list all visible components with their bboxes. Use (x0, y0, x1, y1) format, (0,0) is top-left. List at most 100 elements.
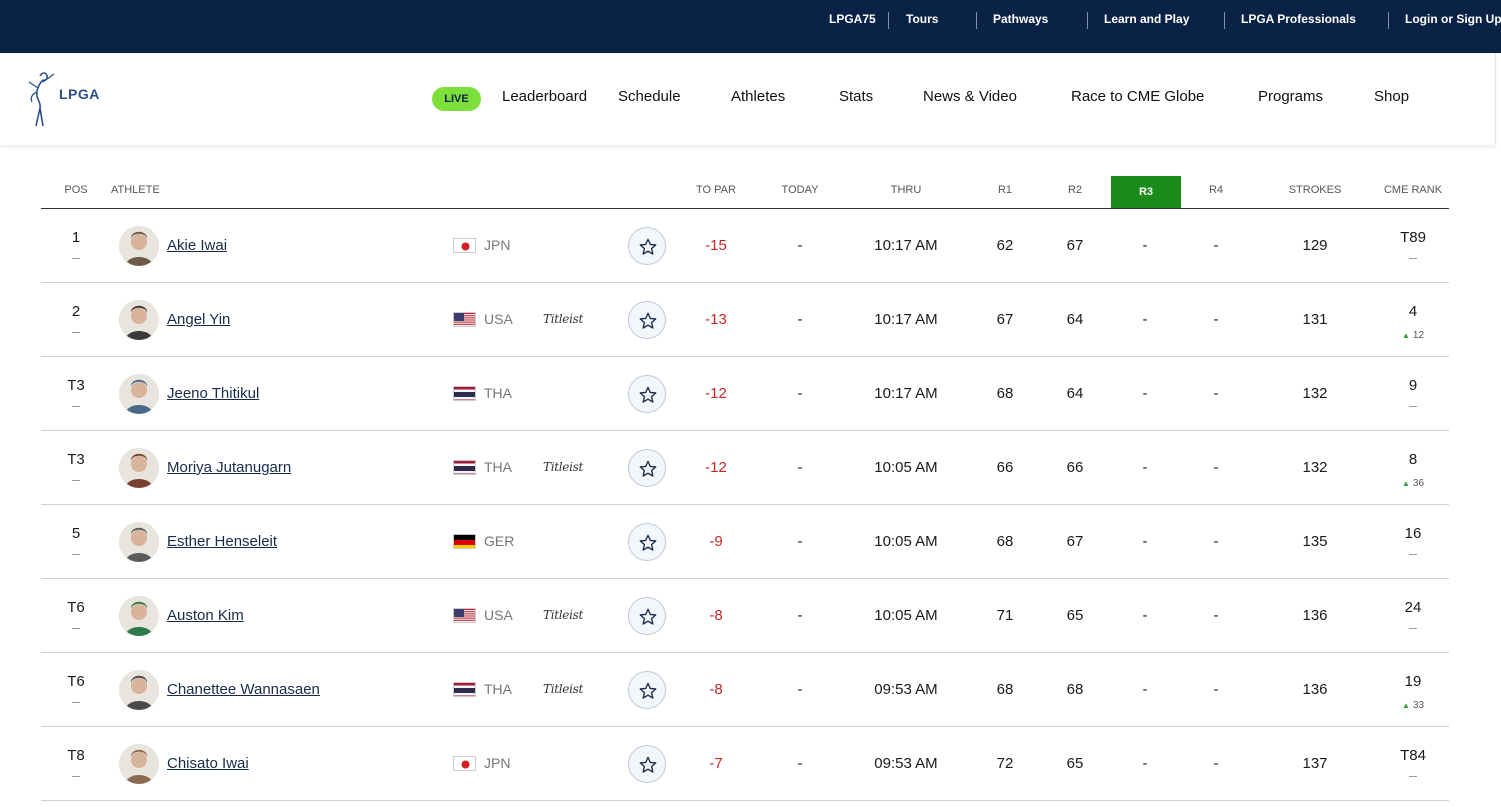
favorite-star-button[interactable] (628, 597, 666, 635)
leaderboard-row[interactable]: 1 Akie Iwai JPN -15 - 10:17 AM 62 67 - - 129 T89 (41, 209, 1449, 283)
cme-rank: 9 (1408, 377, 1418, 394)
leaderboard-row[interactable]: T6 Auston Kim USA Titleist -8 - 10:05 AM 71 65 - -… (41, 579, 1449, 653)
country-code: JPN (484, 237, 511, 253)
round-3-score: - (1142, 385, 1148, 402)
nav-schedule[interactable]: Schedule (618, 88, 681, 105)
athlete-avatar[interactable] (119, 300, 159, 340)
position-move-indicator (72, 554, 80, 555)
athlete-avatar[interactable] (119, 596, 159, 636)
total-strokes: 129 (1302, 237, 1328, 254)
athlete-avatar[interactable] (119, 744, 159, 784)
top-link-divider (976, 12, 977, 29)
favorite-star-button[interactable] (628, 301, 666, 339)
nav-athletes[interactable]: Athletes (731, 88, 786, 105)
leaderboard-row[interactable]: T3 Jeeno Thitikul THA -12 - 10:17 AM 68 64 - - 132… (41, 357, 1449, 431)
favorite-star-button[interactable] (628, 523, 666, 561)
favorite-star-button[interactable] (628, 449, 666, 487)
today-score: - (797, 755, 803, 772)
login-signup-link[interactable]: Login or Sign Up (1405, 12, 1501, 26)
athlete-name-link[interactable]: Chisato Iwai (167, 755, 249, 772)
favorite-star-button[interactable] (628, 375, 666, 413)
leaderboard-row[interactable]: 5 Esther Henseleit GER -9 - 10:05 AM 68 67 - - 135… (41, 505, 1449, 579)
col-header-strokes[interactable]: STROKES (1288, 184, 1342, 196)
nav-race-to-cme-globe[interactable]: Race to CME Globe (1071, 88, 1205, 105)
col-header-cme-rank[interactable]: CME RANK (1383, 184, 1443, 196)
logo-text: LPGA (59, 86, 100, 102)
top-link-pathways[interactable]: Pathways (993, 12, 1049, 26)
today-score: - (797, 533, 803, 550)
athlete-name-link[interactable]: Moriya Jutanugarn (167, 459, 292, 476)
top-link-divider (888, 12, 889, 29)
col-header-r3-active[interactable]: R3 (1111, 176, 1181, 208)
nav-stats[interactable]: Stats (839, 88, 874, 105)
favorite-star-button[interactable] (628, 745, 666, 783)
col-header-r2[interactable]: R2 (1067, 184, 1083, 196)
round-2-score: 64 (1066, 311, 1084, 328)
cme-rank-unchanged-indicator (1409, 258, 1417, 259)
today-score: - (797, 237, 803, 254)
athlete-name-link[interactable]: Esther Henseleit (167, 533, 278, 550)
leaderboard-row[interactable]: 2 Angel Yin USA Titleist -13 - 10:17 AM 67 64 - - 1… (41, 283, 1449, 357)
col-header-r1[interactable]: R1 (997, 184, 1013, 196)
leaderboard-row[interactable]: T8 Chisato Iwai JPN -7 - 09:53 AM 72 65 - - 137 T84 (41, 727, 1449, 801)
header-divider (41, 208, 1449, 209)
round-2-score: 65 (1066, 755, 1084, 772)
athlete-name-link[interactable]: Chanettee Wannasaen (167, 681, 320, 698)
nav-news-video[interactable]: News & Video (923, 88, 1017, 105)
round-4-score: - (1213, 237, 1219, 254)
rank-up-arrow-icon: ▲ (1401, 479, 1410, 488)
today-score: - (797, 681, 803, 698)
to-par: -8 (709, 681, 723, 698)
athlete-avatar[interactable] (119, 374, 159, 414)
position: 1 (71, 229, 81, 246)
col-header-athlete: ATHLETE (111, 184, 160, 196)
to-par: -12 (705, 385, 727, 402)
col-header-to-par[interactable]: TO PAR (696, 184, 736, 196)
lpga-logo[interactable]: LPGA (26, 70, 110, 130)
nav-shop[interactable]: Shop (1374, 88, 1410, 105)
top-link-learn-and-play[interactable]: Learn and Play (1104, 12, 1190, 26)
athlete-name-link[interactable]: Angel Yin (167, 311, 231, 328)
athlete-name-link[interactable]: Akie Iwai (167, 237, 228, 254)
jpn-flag-icon (453, 238, 476, 253)
athlete-name-link[interactable]: Jeeno Thitikul (167, 385, 260, 402)
round-4-score: - (1213, 385, 1219, 402)
usa-flag-icon (453, 608, 476, 623)
favorite-star-button[interactable] (628, 671, 666, 709)
cme-rank-change: 36 (1412, 478, 1425, 489)
athlete-avatar[interactable] (119, 670, 159, 710)
top-link-tours[interactable]: Tours (906, 12, 939, 26)
leaderboard-row[interactable]: T6 Chanettee Wannasaen THA Titleist -8 - 09:53… (41, 653, 1449, 727)
leaderboard-row[interactable]: T3 Moriya Jutanugarn THA Titleist -12 - 10:05 … (41, 431, 1449, 505)
round-2-score: 64 (1066, 385, 1084, 402)
nav-leaderboard[interactable]: Leaderboard (502, 88, 588, 105)
position: T8 (67, 747, 85, 764)
cme-rank: 4 (1408, 303, 1418, 320)
thru-time: 09:53 AM (874, 755, 938, 772)
col-header-today[interactable]: TODAY (781, 184, 819, 196)
position: T6 (67, 599, 85, 616)
cme-rank-movement: ▲ 36 (1402, 478, 1424, 489)
col-header-thru[interactable]: THRU (890, 184, 922, 196)
today-score: - (797, 385, 803, 402)
favorite-star-button[interactable] (628, 227, 666, 265)
top-link-lpga-professionals[interactable]: LPGA Professionals (1241, 12, 1356, 26)
nav-programs[interactable]: Programs (1258, 88, 1324, 105)
athlete-name-link[interactable]: Auston Kim (167, 607, 244, 624)
sponsor-logo: Titleist (543, 608, 584, 622)
to-par: -9 (709, 533, 723, 550)
tha-flag-icon (453, 460, 476, 475)
position-move-indicator (72, 628, 80, 629)
to-par: -13 (705, 311, 727, 328)
cme-rank: 24 (1404, 599, 1422, 616)
athlete-avatar[interactable] (119, 448, 159, 488)
athlete-avatar[interactable] (119, 226, 159, 266)
thru-time: 09:53 AM (874, 681, 938, 698)
round-3-score: - (1142, 681, 1148, 698)
top-link-lpga75[interactable]: LPGA75 (829, 12, 876, 26)
round-3-score: - (1142, 607, 1148, 624)
athlete-avatar[interactable] (119, 522, 159, 562)
col-header-r4[interactable]: R4 (1208, 184, 1224, 196)
live-badge[interactable]: LIVE (432, 87, 481, 111)
total-strokes: 132 (1302, 459, 1328, 476)
